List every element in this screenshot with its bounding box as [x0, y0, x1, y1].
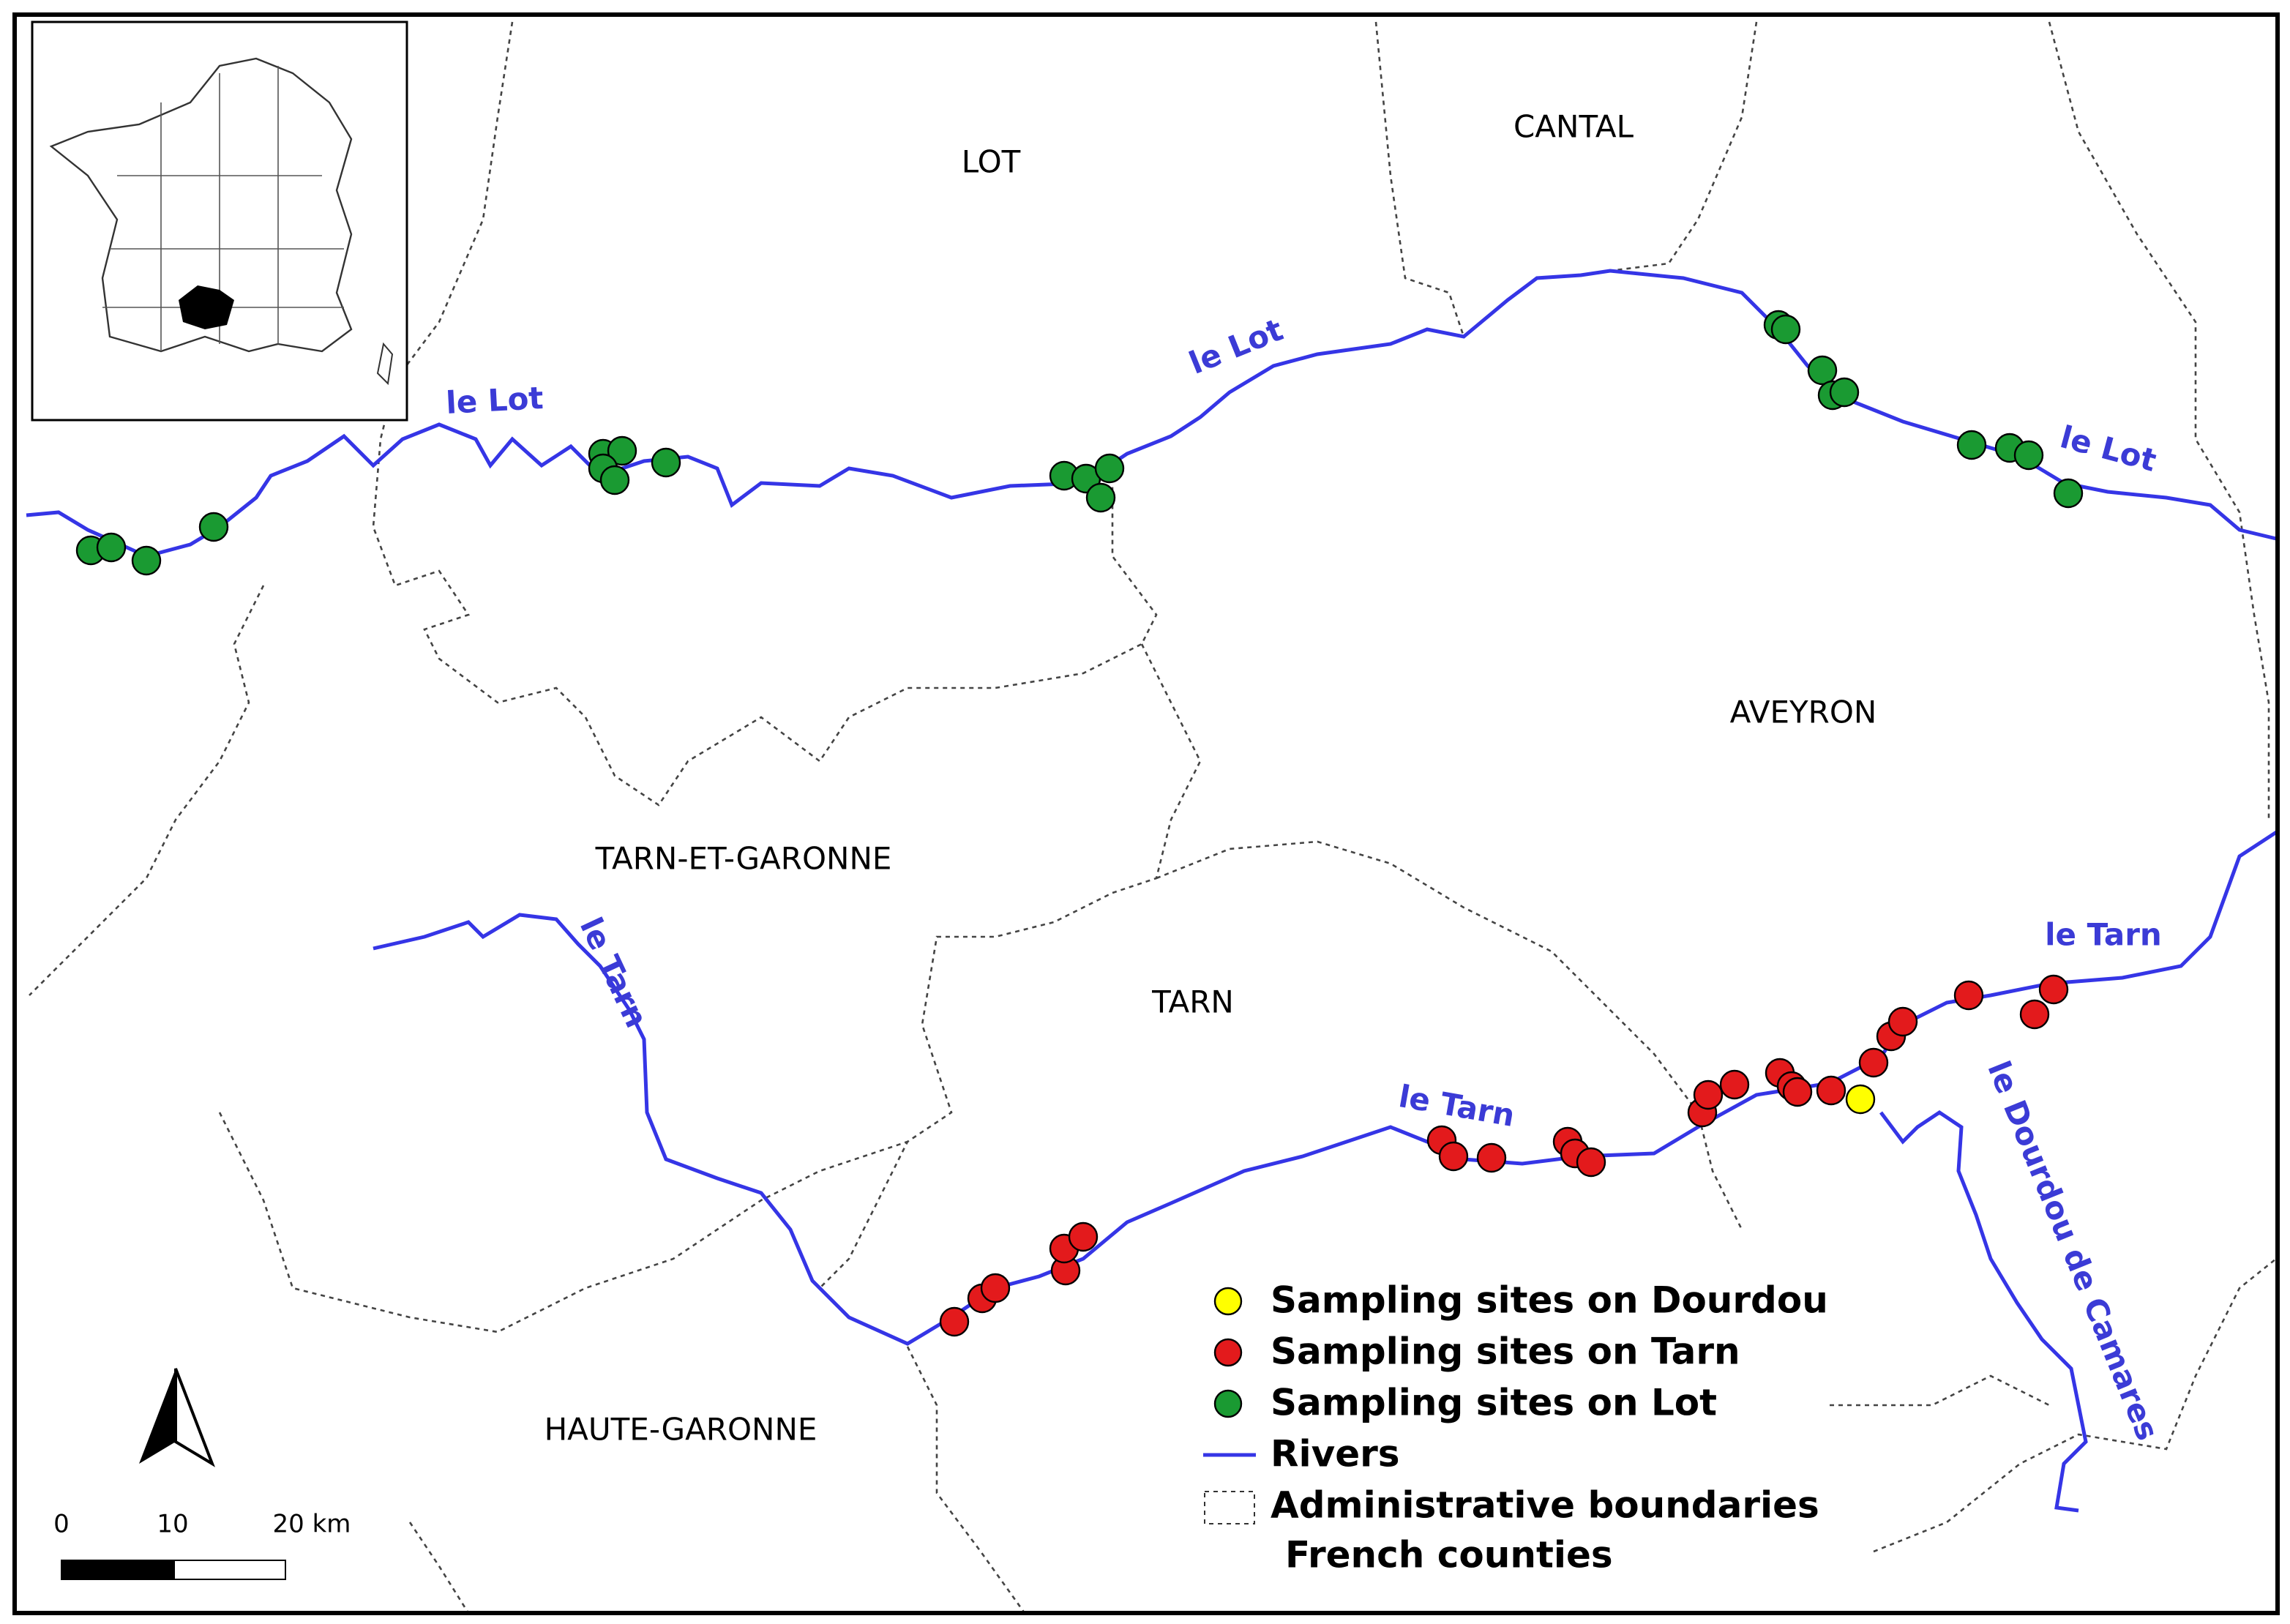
- boundary: [1830, 1374, 2050, 1407]
- sampling-site: [1094, 453, 1125, 484]
- boundary: [1374, 21, 1465, 337]
- river-label: le Tarn: [2045, 917, 2162, 953]
- sampling-site: [1693, 1079, 1724, 1110]
- sampling-site: [1770, 314, 1801, 345]
- boundary: [29, 585, 265, 996]
- sampling-site: [96, 532, 127, 563]
- legend-symbol: [1213, 1389, 1243, 1418]
- north-arrow: [174, 1368, 215, 1467]
- boundary: [218, 1112, 908, 1333]
- sampling-site: [2038, 974, 2069, 1005]
- north-arrow: [139, 1369, 176, 1464]
- river: [1879, 1110, 2088, 1513]
- river: [373, 829, 2279, 1346]
- river-label: le Lot: [445, 380, 545, 421]
- france-outline: [49, 57, 353, 353]
- sampling-site: [198, 512, 229, 542]
- boundary: [408, 1522, 470, 1614]
- sampling-site: [1719, 1069, 1750, 1100]
- department-label: CANTAL: [1513, 109, 1634, 145]
- sites: [75, 310, 2084, 1337]
- sampling-site: [2019, 999, 2050, 1030]
- scale-label: 0: [53, 1510, 70, 1539]
- sampling-site: [1816, 1075, 1846, 1106]
- sampling-site: [1438, 1141, 1469, 1172]
- sampling-site: [939, 1306, 970, 1337]
- scale-label: 10: [157, 1510, 188, 1539]
- legend-entry: French counties: [1285, 1534, 1613, 1576]
- boundary: [1609, 21, 1758, 272]
- boundary: [906, 1346, 1026, 1614]
- legend-entry: Sampling sites on Dourdou: [1271, 1279, 1828, 1322]
- sampling-site: [607, 435, 637, 466]
- sampling-site: [1576, 1147, 1606, 1178]
- department-label: LOT: [962, 144, 1021, 180]
- sampling-site: [651, 447, 681, 478]
- department-label: HAUTE-GARONNE: [545, 1412, 817, 1448]
- legend-entry: Rivers: [1271, 1433, 1400, 1475]
- sampling-site: [2053, 478, 2084, 509]
- sampling-site: [1782, 1077, 1813, 1107]
- department-label: TARN-ET-GARONNE: [595, 841, 892, 877]
- sampling-site: [1858, 1047, 1889, 1078]
- frame: [12, 12, 2280, 1615]
- study-area: [179, 285, 234, 329]
- sampling-site: [1829, 377, 1860, 408]
- scale-label: 20 km: [273, 1510, 351, 1539]
- sampling-site: [599, 465, 630, 495]
- legend-symbol: [1213, 1287, 1243, 1316]
- boundary: [819, 643, 1202, 1289]
- sampling-site: [2013, 440, 2044, 471]
- sampling-site: [1476, 1142, 1507, 1173]
- sampling-site: [1953, 980, 1984, 1011]
- sampling-site: [1956, 430, 1987, 460]
- corsica: [376, 342, 394, 386]
- sampling-site: [1845, 1084, 1876, 1115]
- department-label: TARN: [1151, 984, 1234, 1020]
- sampling-site: [1068, 1221, 1099, 1252]
- scale-bar: [173, 1560, 286, 1580]
- boundary: [2048, 21, 2270, 820]
- boundary: [1873, 1257, 2277, 1553]
- legend-entry: Sampling sites on Tarn: [1271, 1331, 1740, 1373]
- legend-entry: Administrative boundaries: [1271, 1484, 1819, 1527]
- sampling-site: [1807, 355, 1838, 386]
- sampling-site: [980, 1273, 1011, 1303]
- legend-symbol: [1213, 1338, 1243, 1367]
- sampling-site: [1887, 1006, 1918, 1037]
- scale-bar: [61, 1560, 175, 1580]
- legend-symbol: [1204, 1491, 1255, 1524]
- legend-entry: Sampling sites on Lot: [1271, 1382, 1717, 1424]
- sampling-site: [1085, 482, 1116, 513]
- sampling-site: [131, 545, 162, 576]
- department-label: AVEYRON: [1730, 695, 1877, 730]
